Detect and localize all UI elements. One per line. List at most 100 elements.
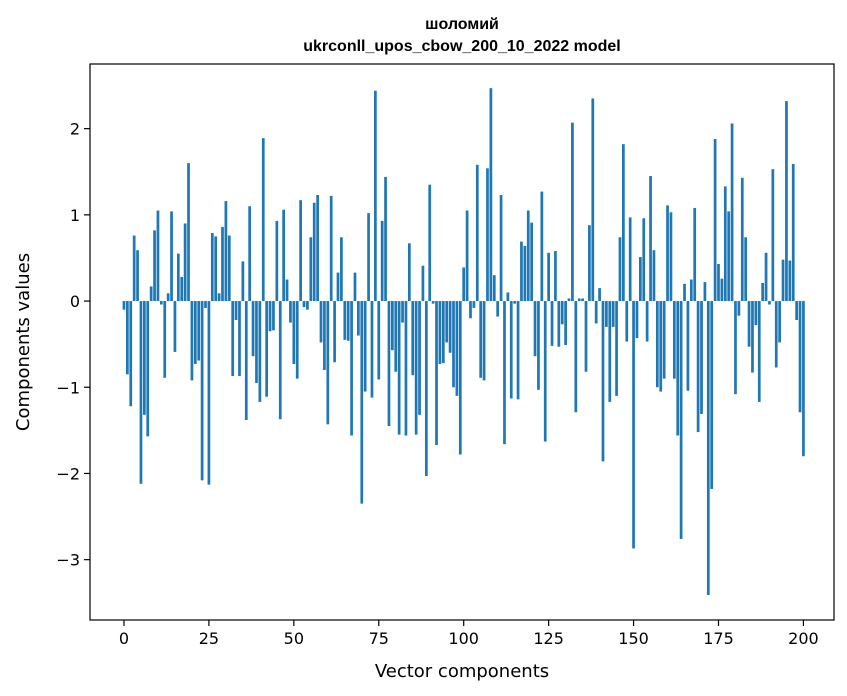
bar (744, 237, 748, 302)
bar (346, 301, 350, 341)
bar (431, 301, 435, 304)
bar (530, 222, 533, 302)
bar (166, 293, 170, 302)
bar (377, 301, 381, 380)
x-tick-label: 75 (369, 629, 389, 648)
bar (526, 210, 530, 302)
bar (700, 301, 703, 414)
bar (190, 301, 194, 381)
chart-title-line-1: шоломий (425, 16, 499, 33)
bar (469, 301, 472, 319)
bar (537, 301, 540, 390)
bar-series (122, 88, 805, 595)
bar (652, 250, 656, 302)
bar (353, 272, 357, 302)
bar (278, 301, 282, 420)
x-tick-label: 150 (618, 629, 649, 648)
bar (302, 301, 306, 308)
bar (306, 301, 309, 310)
bar (740, 177, 744, 302)
bar (778, 301, 781, 343)
bar (187, 163, 190, 302)
bar (370, 301, 374, 398)
bar (611, 301, 615, 327)
bar (163, 301, 167, 378)
y-tick-label: −1 (56, 378, 80, 397)
x-tick-label: 200 (788, 629, 819, 648)
bar (693, 207, 697, 302)
x-tick-label: 0 (119, 629, 129, 648)
bar (238, 301, 241, 377)
bar (380, 220, 384, 302)
bar (340, 237, 343, 302)
bar (540, 191, 544, 302)
bar (333, 301, 336, 363)
bar (594, 301, 598, 324)
bar (173, 301, 177, 352)
bar (224, 201, 228, 302)
bar (231, 301, 235, 377)
bar (404, 301, 408, 436)
bar (424, 301, 428, 477)
bar (261, 138, 265, 302)
bar (435, 301, 438, 446)
bar (272, 301, 275, 331)
bar (486, 168, 489, 302)
bar (197, 301, 201, 361)
bar (639, 257, 642, 302)
bar (136, 250, 139, 302)
bar (258, 301, 262, 402)
bar (655, 301, 659, 388)
bar (401, 301, 404, 323)
x-axis-label: Vector components (375, 661, 549, 682)
bar (323, 301, 326, 371)
y-tick-label: 0 (70, 292, 80, 311)
bar (153, 230, 156, 302)
bar (438, 301, 442, 364)
bar (265, 301, 269, 397)
bar (316, 195, 319, 302)
bar (465, 210, 469, 302)
bar (394, 301, 398, 372)
bar (312, 202, 316, 302)
bar (255, 301, 258, 383)
bar (720, 278, 724, 302)
bar (554, 251, 557, 302)
bar (588, 225, 591, 302)
bar (492, 275, 496, 302)
bar (210, 232, 214, 302)
bar (598, 288, 601, 302)
bar (170, 211, 173, 302)
bar (761, 282, 765, 302)
bar (557, 301, 561, 347)
y-tick-label: −3 (56, 551, 80, 570)
bar (183, 223, 187, 302)
bar (730, 123, 734, 302)
bar (458, 301, 462, 455)
bar (710, 301, 714, 489)
bar (696, 301, 700, 433)
bar (503, 301, 506, 445)
y-axis-label: Components values (13, 253, 34, 431)
bar (292, 301, 296, 364)
bar (591, 98, 595, 302)
bar (509, 301, 513, 399)
bar (581, 298, 584, 302)
bar (329, 195, 333, 302)
bar (788, 260, 792, 302)
bar (139, 301, 143, 484)
bar (513, 301, 517, 304)
y-tick-label: 2 (70, 120, 80, 139)
bar (506, 292, 510, 302)
x-tick-label: 50 (284, 629, 304, 648)
bar (241, 261, 245, 302)
bar (764, 252, 768, 302)
bar (747, 301, 751, 347)
bar (584, 301, 588, 372)
bar (319, 301, 323, 343)
bar (679, 301, 683, 539)
bar (193, 301, 197, 364)
bar (289, 301, 292, 323)
bar (227, 235, 231, 302)
